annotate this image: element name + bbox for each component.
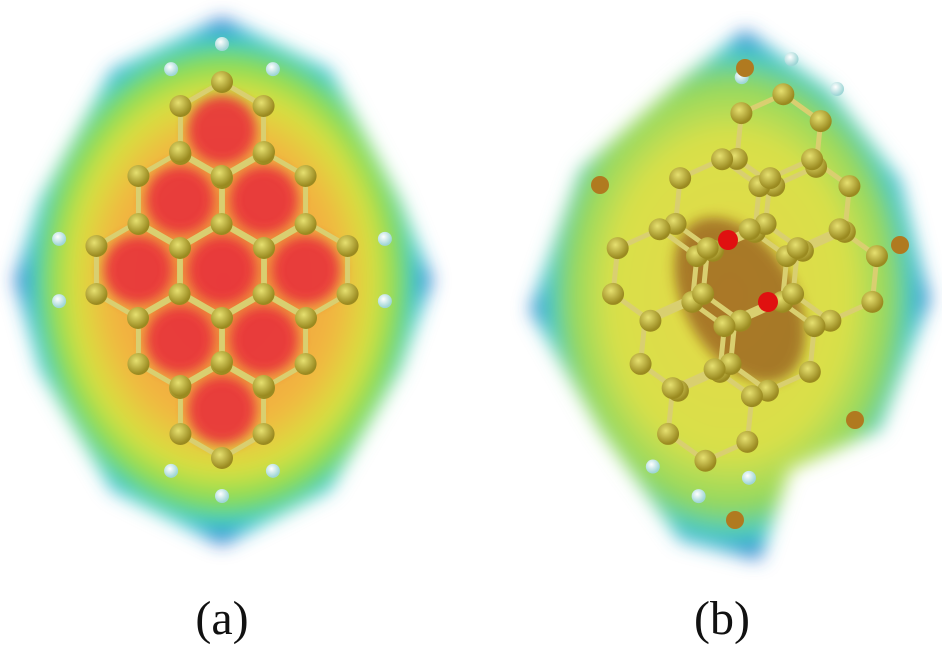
figure: (a) (b) — [0, 0, 942, 646]
carbon-atom — [801, 148, 823, 170]
carbon-atom — [730, 102, 752, 124]
substituent-atom — [736, 59, 754, 77]
carbon-atom — [253, 141, 275, 163]
carbon-atom — [713, 315, 735, 337]
carbon-atom — [803, 315, 825, 337]
carbon-atom — [662, 377, 684, 399]
carbon-atom — [211, 213, 233, 235]
carbon-atom — [829, 218, 851, 240]
carbon-atom — [295, 353, 317, 375]
carbon-atom — [866, 245, 888, 267]
hydrogen-atom — [52, 294, 66, 308]
carbon-atom — [169, 141, 191, 163]
ring-patch — [145, 305, 214, 374]
panel-label: (a) — [195, 592, 248, 645]
hydrogen-atom — [785, 52, 799, 66]
carbon-atom — [799, 361, 821, 383]
carbon-atom — [85, 283, 107, 305]
carbon-atom — [253, 237, 275, 259]
ring-patch — [145, 165, 214, 234]
oxygen-atom — [758, 292, 778, 312]
hydrogen-atom — [378, 294, 392, 308]
hydrogen-atom — [378, 232, 392, 246]
oxygen-atom — [718, 230, 738, 250]
hydrogen-atom — [830, 82, 844, 96]
carbon-atom — [85, 235, 107, 257]
hydrogen-atom — [266, 464, 280, 478]
carbon-atom — [697, 237, 719, 259]
carbon-atom — [838, 175, 860, 197]
carbon-atom — [669, 167, 691, 189]
carbon-atom — [694, 450, 716, 472]
carbon-atom — [211, 307, 233, 329]
carbon-atom — [127, 353, 149, 375]
hydrogen-atom — [52, 232, 66, 246]
carbon-atom — [211, 447, 233, 469]
carbon-atom — [295, 307, 317, 329]
carbon-atom — [810, 110, 832, 132]
carbon-atom — [295, 213, 317, 235]
ring-patch — [187, 375, 256, 444]
carbon-atom — [211, 351, 233, 373]
substituent-atom — [846, 411, 864, 429]
carbon-atom — [649, 218, 671, 240]
carbon-atom — [295, 165, 317, 187]
carbon-atom — [253, 283, 275, 305]
hydrogen-atom — [164, 464, 178, 478]
carbon-atom — [211, 165, 233, 187]
carbon-atom — [211, 71, 233, 93]
ring-patch — [187, 235, 256, 304]
substituent-atom — [726, 511, 744, 529]
panel-b — [530, 30, 930, 560]
hydrogen-atom — [215, 489, 229, 503]
ring-patch — [103, 235, 172, 304]
substituent-atom — [591, 176, 609, 194]
carbon-atom — [782, 283, 804, 305]
carbon-atom — [741, 385, 763, 407]
carbon-atom — [711, 148, 733, 170]
carbon-atom — [787, 237, 809, 259]
carbon-atom — [602, 283, 624, 305]
ring-patch — [187, 95, 256, 164]
carbon-atom — [759, 167, 781, 189]
carbon-atom — [736, 431, 758, 453]
panel-a — [15, 18, 432, 545]
hydrogen-atom — [164, 62, 178, 76]
carbon-atom — [657, 423, 679, 445]
hydrogen-atom — [692, 489, 706, 503]
carbon-atom — [337, 283, 359, 305]
hydrogen-atom — [215, 37, 229, 51]
carbon-atom — [253, 423, 275, 445]
carbon-atom — [607, 237, 629, 259]
hydrogen-atom — [266, 62, 280, 76]
carbon-atom — [127, 213, 149, 235]
carbon-atom — [739, 218, 761, 240]
carbon-atom — [169, 237, 191, 259]
carbon-atom — [253, 95, 275, 117]
carbon-atom — [169, 423, 191, 445]
hydrogen-atom — [742, 471, 756, 485]
substituent-atom — [891, 236, 909, 254]
carbon-atom — [253, 375, 275, 397]
carbon-atom — [639, 310, 661, 332]
ring-patch — [271, 235, 340, 304]
carbon-atom — [169, 375, 191, 397]
carbon-atom — [630, 353, 652, 375]
ring-patch — [229, 305, 298, 374]
ring-patch — [229, 165, 298, 234]
hydrogen-atom — [646, 460, 660, 474]
carbon-atom — [169, 283, 191, 305]
carbon-atom — [704, 358, 726, 380]
carbon-atom — [127, 165, 149, 187]
carbon-atom — [337, 235, 359, 257]
carbon-atom — [692, 283, 714, 305]
carbon-atom — [772, 83, 794, 105]
carbon-atom — [169, 95, 191, 117]
carbon-atom — [127, 307, 149, 329]
carbon-atom — [861, 291, 883, 313]
panel-label: (b) — [694, 592, 750, 645]
